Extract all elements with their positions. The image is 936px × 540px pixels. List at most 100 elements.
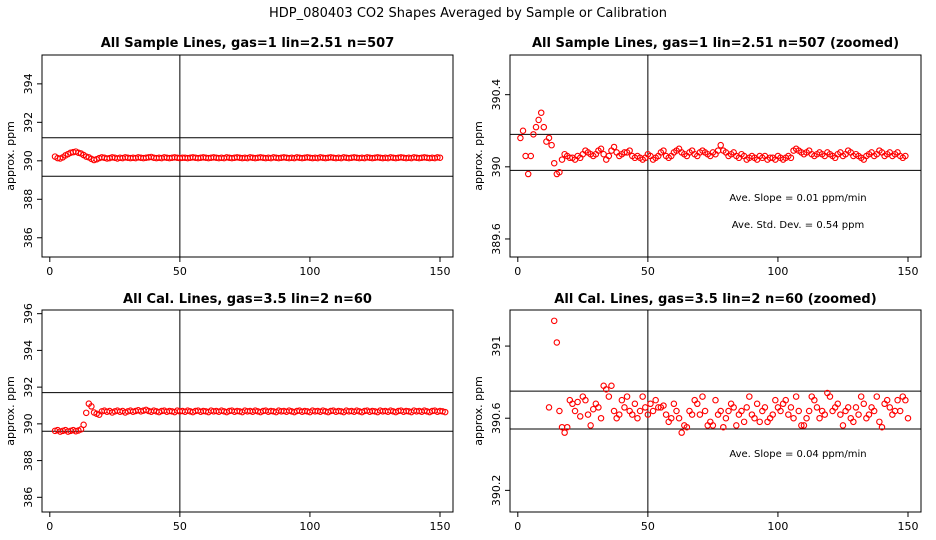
data-point [857, 393, 865, 400]
data-point [652, 396, 659, 404]
data-point [709, 422, 717, 429]
data-point [649, 407, 657, 415]
data-point [576, 413, 584, 420]
data-point [751, 414, 758, 422]
data-point [524, 170, 532, 178]
data-point [803, 414, 810, 422]
plot-frame [509, 309, 922, 513]
data-point [883, 396, 891, 404]
data-point [561, 429, 568, 436]
chart-title: All Cal. Lines, gas=3.5 lin=2 n=60 (zoom… [554, 292, 876, 307]
data-point [621, 404, 628, 411]
data-point [660, 147, 667, 154]
data-point [662, 411, 670, 418]
data-point [743, 404, 750, 411]
x-tick-label: 0 [514, 265, 521, 278]
data-point [550, 159, 558, 167]
data-point [873, 393, 881, 400]
data-point [605, 393, 613, 400]
data-point [855, 411, 862, 418]
data-point [530, 131, 537, 138]
y-tick-label: 394 [22, 73, 35, 94]
data-point [618, 396, 626, 404]
data-point [886, 404, 894, 411]
x-tick-label: 100 [299, 520, 320, 533]
chart-panel-4: All Cal. Lines, gas=3.5 lin=2 n=60 (zoom… [472, 292, 922, 533]
data-point [644, 411, 652, 418]
x-tick-label: 50 [641, 265, 655, 278]
y-tick-label: 388 [22, 189, 35, 210]
data-point [668, 414, 675, 422]
data-point [616, 411, 623, 418]
data-point [870, 407, 878, 415]
data-point [537, 109, 545, 116]
annotation: Ave. Slope = 0.01 ppm/min [729, 193, 866, 204]
data-point [701, 407, 709, 415]
data-point [785, 411, 792, 418]
annotation: Ave. Slope = 0.04 ppm/min [729, 449, 866, 460]
chart-title: All Cal. Lines, gas=3.5 lin=2 n=60 [123, 292, 372, 307]
data-point [558, 156, 566, 163]
data-point [688, 411, 696, 418]
data-point [441, 408, 449, 416]
x-tick-label: 0 [46, 265, 53, 278]
y-tick-label: 392 [22, 112, 35, 133]
y-tick-label: 386 [22, 487, 35, 508]
data-point [740, 418, 748, 426]
data-point [826, 393, 834, 400]
data-point [673, 407, 680, 415]
data-point [574, 398, 581, 406]
data-point [571, 407, 579, 415]
annotation: Ave. Std. Dev. = 0.54 ppm [732, 220, 864, 231]
data-point [82, 409, 90, 417]
data-point [787, 404, 795, 411]
y-tick-label: 390 [22, 150, 35, 171]
x-tick-label: 100 [299, 265, 320, 278]
data-point [436, 154, 444, 161]
data-point [769, 411, 776, 418]
data-point [439, 408, 446, 415]
data-point [642, 404, 649, 411]
data-point [639, 393, 646, 400]
data-point [839, 422, 847, 429]
x-tick-label: 150 [897, 265, 918, 278]
data-point [902, 396, 909, 404]
data-point [582, 396, 589, 404]
data-point [545, 404, 553, 411]
x-tick-label: 100 [767, 520, 788, 533]
data-point [631, 400, 639, 408]
data-point [696, 411, 704, 418]
data-point [540, 123, 548, 131]
data-point [777, 407, 784, 415]
data-point [878, 423, 886, 431]
data-point [80, 421, 87, 429]
data-point [798, 422, 805, 429]
y-tick-label: 388 [22, 450, 35, 471]
x-tick-label: 150 [429, 265, 450, 278]
data-point [694, 400, 701, 408]
data-point [772, 396, 779, 404]
data-point [535, 116, 542, 124]
data-point [904, 414, 912, 422]
data-point [548, 141, 555, 149]
data-point [550, 317, 558, 325]
data-point [595, 404, 602, 411]
chart-panel-1: All Sample Lines, gas=1 lin=2.51 n=507 0 5… [4, 36, 454, 278]
data-point [670, 400, 678, 408]
data-point [813, 404, 821, 411]
data-point [733, 422, 740, 429]
x-tick-label: 150 [429, 520, 450, 533]
x-tick-label: 50 [173, 520, 187, 533]
data-point [88, 403, 95, 410]
data-point [602, 386, 610, 393]
plot-frame [509, 54, 922, 258]
data-point [753, 400, 761, 408]
data-point [902, 152, 909, 160]
data-point [626, 147, 633, 154]
chart-panel-2: All Sample Lines, gas=1 lin=2.51 n=507 (… [472, 36, 922, 278]
data-point [545, 134, 553, 142]
data-point [597, 414, 605, 422]
data-point [761, 404, 769, 411]
data-point [821, 411, 829, 418]
